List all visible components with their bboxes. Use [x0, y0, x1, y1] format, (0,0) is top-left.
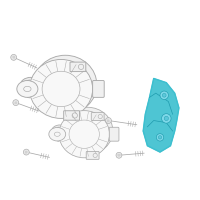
- FancyBboxPatch shape: [86, 152, 99, 159]
- Circle shape: [116, 152, 122, 158]
- Circle shape: [160, 91, 168, 99]
- Circle shape: [164, 116, 168, 121]
- Circle shape: [162, 93, 166, 97]
- Ellipse shape: [59, 111, 109, 158]
- Circle shape: [11, 54, 17, 60]
- Ellipse shape: [29, 59, 93, 118]
- Circle shape: [156, 134, 164, 141]
- Circle shape: [162, 114, 171, 123]
- Polygon shape: [143, 78, 179, 152]
- FancyBboxPatch shape: [93, 81, 104, 97]
- Ellipse shape: [51, 125, 68, 138]
- FancyBboxPatch shape: [70, 62, 86, 72]
- FancyBboxPatch shape: [91, 113, 104, 120]
- FancyBboxPatch shape: [109, 127, 119, 141]
- Ellipse shape: [20, 77, 41, 94]
- Ellipse shape: [49, 127, 66, 141]
- Circle shape: [105, 118, 111, 123]
- Ellipse shape: [34, 55, 97, 114]
- Ellipse shape: [62, 107, 113, 154]
- FancyBboxPatch shape: [64, 111, 79, 120]
- Circle shape: [13, 100, 19, 106]
- Ellipse shape: [17, 81, 38, 97]
- Circle shape: [23, 149, 29, 155]
- Circle shape: [158, 136, 162, 139]
